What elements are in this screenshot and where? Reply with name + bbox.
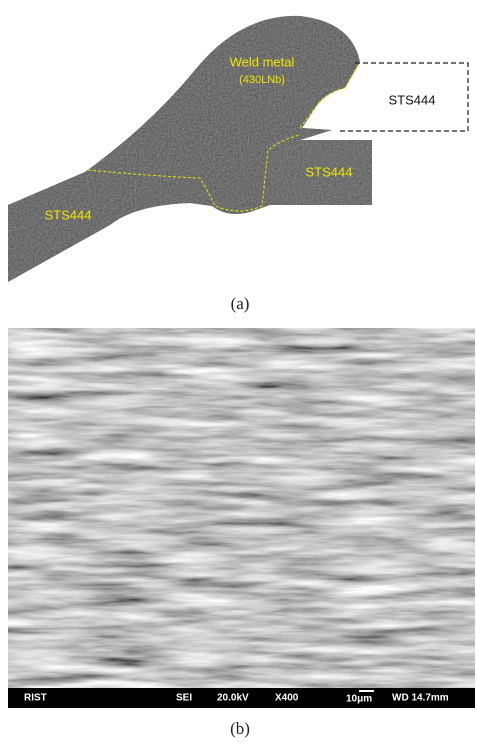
- info-text: RIST: [24, 693, 47, 704]
- weld-cross-section: [8, 16, 372, 282]
- base-left-label: STS444: [45, 207, 92, 222]
- info-text: SEI: [176, 693, 192, 704]
- info-text: X400: [275, 693, 299, 704]
- figure: Weld metal (430LNb) STS444 STS444 STS444…: [0, 0, 477, 744]
- weld-label: Weld metal: [230, 54, 295, 69]
- sem-image: [8, 328, 475, 690]
- info-text: WD 14.7mm: [392, 693, 449, 704]
- info-text: 10μm: [346, 694, 372, 705]
- base-outline-label: STS444: [389, 92, 436, 107]
- base-right-label: STS444: [306, 164, 353, 179]
- filler-label: (430LNb): [239, 74, 285, 86]
- info-text: 20.0kV: [217, 693, 249, 704]
- caption: (b): [230, 719, 250, 738]
- caption: (a): [231, 294, 250, 313]
